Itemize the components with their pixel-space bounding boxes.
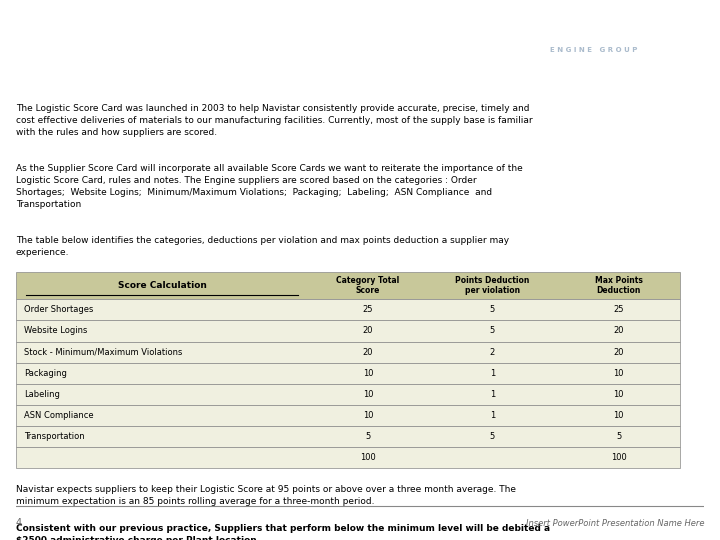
Polygon shape — [281, 0, 583, 64]
Text: Stock - Minimum/Maximum Violations: Stock - Minimum/Maximum Violations — [24, 348, 182, 356]
Text: 10: 10 — [613, 369, 624, 377]
Text: 25: 25 — [363, 305, 373, 314]
Text: Max Points
Deduction: Max Points Deduction — [595, 276, 642, 295]
Polygon shape — [442, 0, 720, 64]
Polygon shape — [240, 0, 543, 64]
Polygon shape — [462, 0, 720, 64]
Text: Transportation: Transportation — [24, 432, 85, 441]
Polygon shape — [412, 0, 714, 64]
Polygon shape — [452, 0, 720, 64]
Text: 20: 20 — [613, 327, 624, 335]
Polygon shape — [492, 0, 720, 64]
Text: Navistar expects suppliers to keep their Logistic Score at 95 points or above ov: Navistar expects suppliers to keep their… — [16, 485, 516, 507]
Text: Logistic Score Card: Logistic Score Card — [11, 21, 223, 40]
Text: 10: 10 — [613, 411, 624, 420]
Text: 5: 5 — [616, 432, 621, 441]
Polygon shape — [321, 0, 624, 64]
Polygon shape — [311, 0, 613, 64]
Polygon shape — [251, 0, 553, 64]
Text: Score Calculation: Score Calculation — [117, 281, 207, 290]
Polygon shape — [472, 0, 720, 64]
FancyBboxPatch shape — [16, 426, 680, 447]
Text: E N G I N E   G R O U P: E N G I N E G R O U P — [550, 46, 638, 53]
FancyBboxPatch shape — [16, 320, 680, 341]
Text: 10: 10 — [363, 369, 373, 377]
Polygon shape — [261, 0, 563, 64]
FancyBboxPatch shape — [16, 299, 680, 320]
Text: 2: 2 — [490, 348, 495, 356]
Text: 10: 10 — [613, 390, 624, 399]
Polygon shape — [271, 0, 573, 64]
Polygon shape — [301, 0, 603, 64]
Polygon shape — [392, 0, 694, 64]
Text: Packaging: Packaging — [24, 369, 67, 377]
Text: Order Shortages: Order Shortages — [24, 305, 94, 314]
Polygon shape — [432, 0, 720, 64]
Polygon shape — [422, 0, 720, 64]
FancyBboxPatch shape — [16, 363, 680, 384]
Text: ASN Compliance: ASN Compliance — [24, 411, 94, 420]
Text: Insert PowerPoint Presentation Name Here: Insert PowerPoint Presentation Name Here — [526, 519, 704, 528]
FancyBboxPatch shape — [16, 447, 680, 468]
FancyBboxPatch shape — [16, 384, 680, 405]
Text: 5: 5 — [490, 432, 495, 441]
Text: NAVISTAR®: NAVISTAR® — [544, 15, 644, 30]
Text: 5: 5 — [490, 327, 495, 335]
Text: Website Logins: Website Logins — [24, 327, 87, 335]
Text: 1: 1 — [490, 369, 495, 377]
Text: 25: 25 — [613, 305, 624, 314]
Polygon shape — [361, 0, 664, 64]
Text: 5: 5 — [365, 432, 371, 441]
Text: 10: 10 — [363, 390, 373, 399]
Polygon shape — [351, 0, 654, 64]
Text: Category Total
Score: Category Total Score — [336, 276, 400, 295]
Text: Points Deduction
per violation: Points Deduction per violation — [455, 276, 530, 295]
Polygon shape — [402, 0, 704, 64]
Text: 5: 5 — [490, 305, 495, 314]
Text: 100: 100 — [611, 453, 626, 462]
Text: The table below identifies the categories, deductions per violation and max poin: The table below identifies the categorie… — [16, 236, 509, 257]
Polygon shape — [331, 0, 634, 64]
Polygon shape — [382, 0, 684, 64]
Text: 100: 100 — [360, 453, 376, 462]
FancyBboxPatch shape — [16, 341, 680, 363]
FancyBboxPatch shape — [16, 272, 680, 299]
Text: Labeling: Labeling — [24, 390, 60, 399]
Text: 10: 10 — [363, 411, 373, 420]
Text: 4: 4 — [16, 518, 22, 529]
Text: 20: 20 — [363, 348, 373, 356]
Text: The Logistic Score Card was launched in 2003 to help Navistar consistently provi: The Logistic Score Card was launched in … — [16, 104, 533, 137]
Polygon shape — [291, 0, 593, 64]
Polygon shape — [513, 0, 720, 64]
Text: 1: 1 — [490, 390, 495, 399]
Text: As the Supplier Score Card will incorporate all available Score Cards we want to: As the Supplier Score Card will incorpor… — [16, 164, 523, 209]
Polygon shape — [341, 0, 644, 64]
Text: 20: 20 — [613, 348, 624, 356]
Text: 20: 20 — [363, 327, 373, 335]
Polygon shape — [372, 0, 674, 64]
Polygon shape — [482, 0, 720, 64]
Polygon shape — [503, 0, 720, 64]
Text: 1: 1 — [490, 411, 495, 420]
FancyBboxPatch shape — [16, 405, 680, 426]
Polygon shape — [523, 0, 720, 64]
Text: Consistent with our previous practice, Suppliers that perform below the minimum : Consistent with our previous practice, S… — [16, 524, 550, 540]
